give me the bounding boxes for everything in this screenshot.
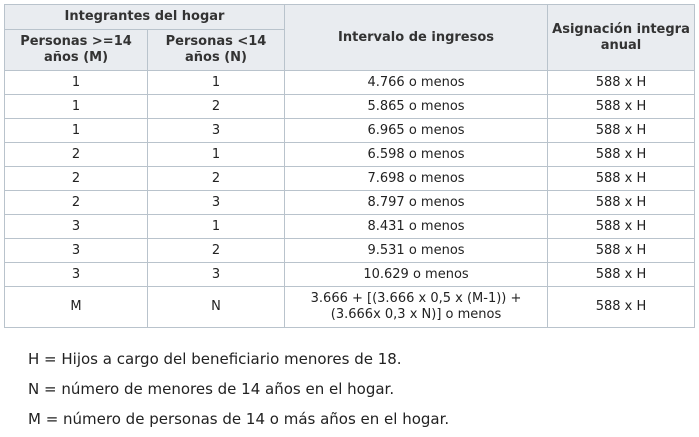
cell-assign: 588 x H (547, 214, 696, 239)
cell-m: 2 (4, 166, 148, 191)
table-row: 3 2 9.531 o menos 588 x H (4, 238, 696, 263)
cell-interval: 8.797 o menos (284, 190, 549, 215)
cell-n: 3 (146, 190, 286, 215)
cell-m: 3 (4, 214, 148, 239)
cell-assign: 588 x H (547, 238, 696, 263)
cell-n: 1 (146, 142, 286, 167)
cell-assign: 588 x H (547, 142, 696, 167)
cell-interval: 10.629 o menos (284, 262, 549, 287)
header-income-interval: Intervalo de ingresos (284, 4, 549, 71)
cell-n: 3 (146, 262, 286, 287)
table-row: 2 2 7.698 o menos 588 x H (4, 166, 696, 191)
cell-n: 3 (146, 118, 286, 143)
cell-assign: 588 x H (547, 262, 696, 287)
cell-n: 1 (146, 214, 286, 239)
table-row: 1 3 6.965 o menos 588 x H (4, 118, 696, 143)
cell-assign: 588 x H (547, 118, 696, 143)
note-h-definition: H = Hijos a cargo del beneficiario menor… (28, 350, 402, 368)
cell-assign: 588 x H (547, 286, 696, 328)
table-row: 2 1 6.598 o menos 588 x H (4, 142, 696, 167)
table-row: 3 1 8.431 o menos 588 x H (4, 214, 696, 239)
cell-interval: 8.431 o menos (284, 214, 549, 239)
cell-assign: 588 x H (547, 166, 696, 191)
cell-m: 3 (4, 262, 148, 287)
cell-assign: 588 x H (547, 70, 696, 95)
cell-interval: 9.531 o menos (284, 238, 549, 263)
table-row: 1 1 4.766 o menos 588 x H (4, 70, 696, 95)
note-m-definition: M = número de personas de 14 o más años … (28, 410, 450, 428)
cell-assign: 588 x H (547, 190, 696, 215)
table-row: 1 2 5.865 o menos 588 x H (4, 94, 696, 119)
table-row: 3 3 10.629 o menos 588 x H (4, 262, 696, 287)
cell-m: 1 (4, 118, 148, 143)
cell-n: N (146, 286, 286, 328)
income-table-container: Integrantes del hogar Intervalo de ingre… (3, 4, 696, 328)
cell-interval-formula: 3.666 + [(3.666 x 0,5 x (M-1)) + (3.666x… (284, 286, 549, 328)
cell-interval: 4.766 o menos (284, 70, 549, 95)
cell-n: 1 (146, 70, 286, 95)
cell-interval: 6.965 o menos (284, 118, 549, 143)
cell-m: 1 (4, 94, 148, 119)
header-persons-14-plus: Personas >=14 años (M) (4, 29, 148, 71)
income-table: Integrantes del hogar Intervalo de ingre… (3, 4, 696, 328)
note-n-definition: N = número de menores de 14 años en el h… (28, 380, 395, 398)
cell-n: 2 (146, 94, 286, 119)
cell-interval: 7.698 o menos (284, 166, 549, 191)
cell-m: M (4, 286, 148, 328)
header-household-members: Integrantes del hogar (3, 4, 286, 30)
cell-n: 2 (146, 166, 286, 191)
cell-m: 2 (4, 142, 148, 167)
cell-m: 2 (4, 190, 148, 215)
header-persons-under-14: Personas <14 años (N) (146, 29, 286, 71)
cell-m: 3 (4, 238, 148, 263)
cell-m: 1 (4, 70, 148, 95)
table-row: 2 3 8.797 o menos 588 x H (4, 190, 696, 215)
legend-notes: H = Hijos a cargo del beneficiario menor… (28, 344, 449, 434)
cell-n: 2 (146, 238, 286, 263)
table-row: M N 3.666 + [(3.666 x 0,5 x (M-1)) + (3.… (4, 286, 696, 328)
cell-assign: 588 x H (547, 94, 696, 119)
header-annual-assignment: Asignación integra anual (547, 4, 696, 71)
cell-interval: 6.598 o menos (284, 142, 549, 167)
cell-interval: 5.865 o menos (284, 94, 549, 119)
